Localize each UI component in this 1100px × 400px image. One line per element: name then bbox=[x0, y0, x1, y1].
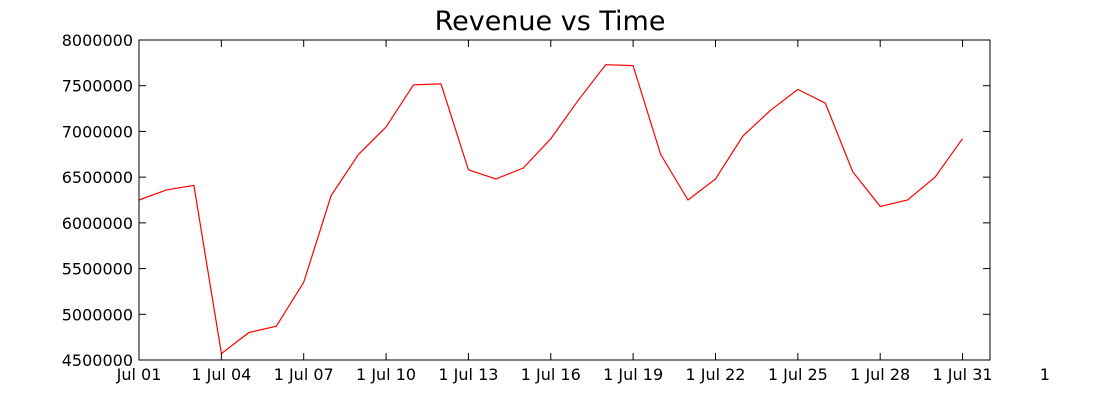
plot-frame bbox=[138, 39, 991, 361]
x-tick-label: 1 Jul 25 bbox=[768, 365, 828, 384]
x-tick-label: 1 Jul 31 bbox=[933, 365, 993, 384]
x-tick-label: 1 Jul 16 bbox=[521, 365, 581, 384]
y-tick-label: 8000000 bbox=[62, 31, 133, 50]
y-tick-label: 7500000 bbox=[62, 77, 133, 96]
y-tick-label: 6500000 bbox=[62, 168, 133, 187]
x-tick-label: 1 Jul 28 bbox=[850, 365, 910, 384]
x-tick-label: 1 Jul 04 bbox=[191, 365, 251, 384]
x-tick-label: 1 Jul 19 bbox=[603, 365, 663, 384]
x-tick-label: Jul 01 bbox=[116, 365, 162, 384]
y-axis: 4500000 5000000 5500000 6000000 6500000 70000… bbox=[62, 31, 990, 370]
y-tick-label: 7000000 bbox=[62, 122, 133, 141]
y-tick-label: 6000000 bbox=[62, 214, 133, 233]
x-tick-label: 1 bbox=[1040, 365, 1050, 384]
x-tick-label: 1 Jul 10 bbox=[356, 365, 416, 384]
y-tick-label: 5000000 bbox=[62, 305, 133, 324]
revenue-series-line bbox=[138, 64, 963, 355]
x-tick-label: 1 Jul 07 bbox=[274, 365, 334, 384]
x-axis: Jul 01 1 Jul 04 1 Jul 07 1 Jul 10 1 Jul 13 1 … bbox=[116, 40, 1050, 384]
x-tick-label: 1 Jul 22 bbox=[685, 365, 745, 384]
x-tick-label: 1 Jul 13 bbox=[438, 365, 498, 384]
y-tick-label: 4500000 bbox=[62, 351, 133, 370]
plot-lines bbox=[138, 64, 963, 355]
y-tick-label: 5500000 bbox=[62, 260, 133, 279]
chart-title: Revenue vs Time bbox=[435, 6, 666, 37]
